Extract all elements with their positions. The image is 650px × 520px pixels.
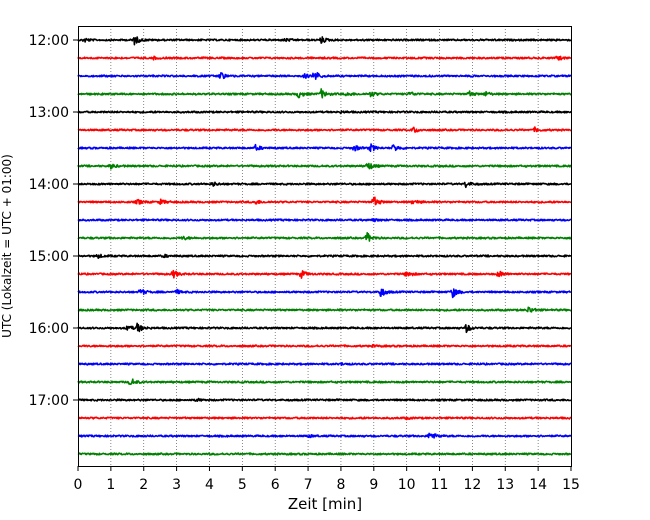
trace-line [77, 452, 572, 456]
trace-layer [77, 36, 572, 456]
x-tick-label: 10 [398, 477, 416, 493]
x-axis-title: Zeit [min] [288, 495, 362, 513]
trace-line [77, 162, 572, 170]
trace-line [77, 343, 572, 349]
x-tick-label: 9 [369, 477, 378, 493]
x-tick-label: 6 [271, 477, 280, 493]
x-tick-label: 1 [106, 477, 115, 493]
trace-line [77, 88, 572, 99]
trace-line [77, 232, 572, 242]
trace-line [77, 71, 572, 80]
trace-line [77, 126, 572, 133]
trace-line [77, 378, 572, 386]
x-tick-label: 4 [205, 477, 214, 493]
x-tick-label: 12 [463, 477, 481, 493]
plot-frame [78, 26, 572, 467]
x-tick-label: 2 [139, 477, 148, 493]
y-tick-label: 17:00 [29, 393, 69, 409]
y-axis: 12:00 13:00 14:00 15:00 16:00 17:00 [29, 33, 78, 409]
trace-line [77, 143, 572, 153]
x-axis: 0 1 2 3 4 5 6 7 8 9 10 11 12 13 14 15 [74, 466, 580, 493]
trace-line [77, 306, 572, 313]
x-tick-label: 3 [172, 477, 181, 493]
x-tick-label: 13 [496, 477, 514, 493]
trace-line [77, 253, 572, 259]
x-grid [110, 26, 539, 466]
trace-line [77, 322, 572, 334]
trace-line [77, 217, 572, 223]
trace-line [77, 269, 572, 279]
trace-line [77, 362, 572, 366]
trace-line [77, 432, 572, 439]
x-tick-label: 7 [304, 477, 313, 493]
trace-line [77, 181, 572, 189]
trace-line [77, 196, 572, 206]
y-axis-title: UTC (Lokalzeit = UTC + 01:00) [0, 154, 14, 338]
y-tick-label: 13:00 [29, 105, 69, 121]
x-tick-label: 14 [529, 477, 547, 493]
y-tick-label: 15:00 [29, 249, 69, 265]
x-tick-label: 15 [562, 477, 580, 493]
x-tick-label: 5 [238, 477, 247, 493]
trace-line [77, 110, 572, 115]
trace-line [77, 288, 572, 299]
y-tick-label: 16:00 [29, 321, 69, 337]
x-tick-label: 11 [431, 477, 449, 493]
y-tick-label: 12:00 [29, 33, 69, 49]
y-tick-label: 14:00 [29, 177, 69, 193]
trace-line [77, 416, 572, 421]
x-tick-label: 0 [74, 477, 83, 493]
trace-line [77, 36, 572, 46]
x-tick-label: 8 [336, 477, 345, 493]
trace-line [77, 55, 572, 61]
trace-line [77, 397, 572, 402]
